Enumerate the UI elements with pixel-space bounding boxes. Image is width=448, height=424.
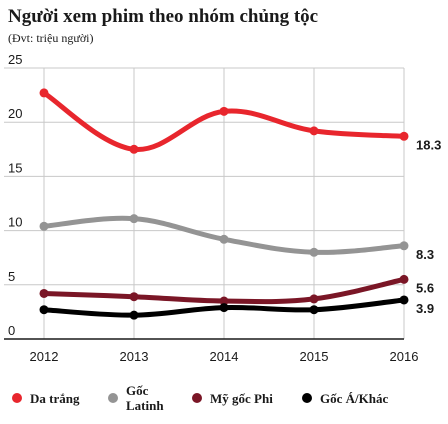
chart-title: Người xem phim theo nhóm chủng tộc [8,6,319,27]
x-tick-label: 2013 [120,349,149,364]
x-tick-label: 2016 [390,349,419,364]
data-point [399,131,409,141]
legend-label: Da trắng [30,390,80,406]
data-point [399,274,409,284]
legend-label: Gốc Á/Khác [320,390,389,406]
y-tick-label: 10 [8,215,22,230]
data-point [129,144,139,154]
labels: 0 5 10 15 20 25 2012 2013 2014 2015 2016 18.3 8.3 5.6… [8,52,441,364]
y-tick-label: 25 [8,52,22,67]
legend: Da trắng Gốc Latinh Mỹ gốc Phi Gốc Á/Khá… [0,380,448,420]
legend-dot-icon [192,393,202,403]
data-point [219,234,229,244]
legend-item-goc-latinh: Gốc Latinh [108,380,172,416]
end-value-label: 3.9 [416,301,434,316]
data-point [129,214,139,224]
y-tick-label: 0 [8,323,15,338]
y-tick-label: 20 [8,106,22,121]
data-point [39,221,49,231]
x-tick-label: 2015 [300,349,329,364]
line-chart: 0 5 10 15 20 25 2012 2013 2014 2015 2016 18.3 8.3 5.6… [4,52,441,364]
chart-subtitle: (Đvt: triệu người) [8,31,94,45]
data-point [39,305,49,315]
data-point [219,106,229,116]
data-point [129,310,139,320]
end-value-label: 18.3 [416,137,441,152]
legend-dot-icon [302,393,312,403]
data-point [219,296,229,306]
data-point [309,126,319,136]
legend-dot-icon [108,393,118,403]
data-point [309,247,319,257]
legend-item-goc-a-khac: Gốc Á/Khác [302,380,420,416]
y-tick-label: 5 [8,269,15,284]
legend-label: Mỹ gốc Phi [210,390,273,406]
legend-item-da-trang: Da trắng [12,380,110,416]
y-tick-label: 15 [8,160,22,175]
data-point [129,292,139,302]
series [39,88,409,320]
legend-label: Gốc Latinh [126,383,164,413]
end-value-label: 5.6 [416,280,434,295]
data-point [309,305,319,315]
data-point [309,294,319,304]
x-tick-label: 2012 [30,349,59,364]
data-point [39,288,49,298]
data-point [39,88,49,98]
x-tick-label: 2014 [210,349,239,364]
data-point [399,295,409,305]
legend-item-my-goc-phi: Mỹ gốc Phi [192,380,296,416]
data-point [219,303,229,313]
end-value-label: 8.3 [416,247,434,262]
data-point [399,241,409,251]
legend-dot-icon [12,393,22,403]
